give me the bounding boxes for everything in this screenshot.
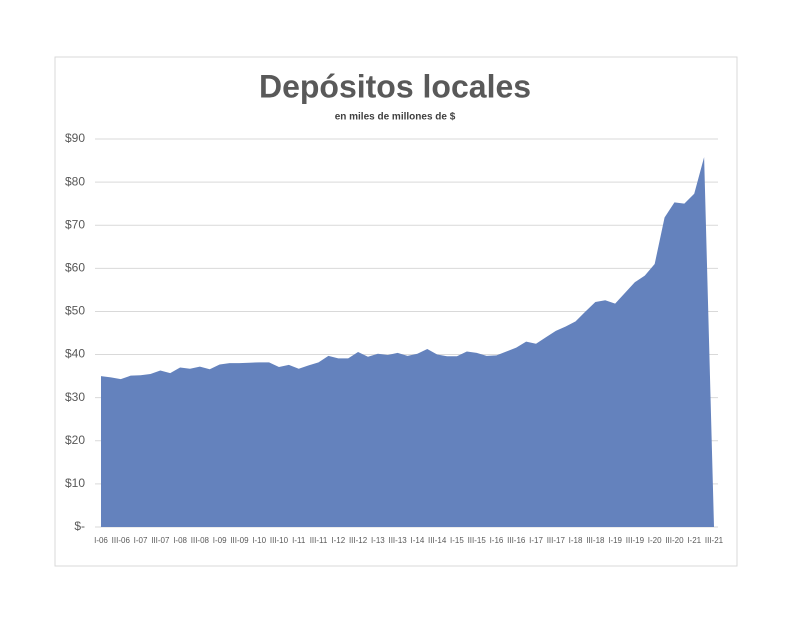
x-tick-label: III-20 [665, 536, 684, 545]
x-tick-label: III-07 [151, 536, 170, 545]
y-tick-label: $30 [65, 390, 85, 404]
x-tick-label: I-09 [213, 536, 227, 545]
x-tick-label: III-15 [468, 536, 487, 545]
x-tick-label: III-13 [388, 536, 407, 545]
y-tick-label: $20 [65, 433, 85, 447]
x-tick-label: III-19 [626, 536, 645, 545]
x-tick-label: III-18 [586, 536, 605, 545]
x-tick-label: I-11 [292, 536, 306, 545]
x-tick-label: I-14 [410, 536, 424, 545]
x-tick-label: III-09 [230, 536, 249, 545]
x-tick-label: I-19 [608, 536, 622, 545]
chart-border [54, 56, 738, 567]
x-tick-label: III-08 [191, 536, 210, 545]
x-tick-label: III-10 [270, 536, 289, 545]
y-tick-label: $80 [65, 174, 85, 188]
y-tick-label: $10 [65, 476, 85, 490]
x-tick-label: I-20 [648, 536, 662, 545]
chart-title: Depósitos locales [259, 68, 531, 104]
y-tick-label: $- [74, 519, 85, 533]
x-tick-label: III-12 [349, 536, 368, 545]
y-tick-label: $90 [65, 131, 85, 145]
x-tick-label: III-11 [310, 536, 328, 545]
y-tick-label: $50 [65, 304, 85, 318]
x-tick-label: III-17 [547, 536, 566, 545]
x-tick-label: I-16 [490, 536, 504, 545]
x-tick-label: I-07 [134, 536, 148, 545]
area [101, 157, 714, 527]
x-tick-label: I-06 [94, 536, 108, 545]
x-tick-label: I-17 [529, 536, 543, 545]
x-tick-label: I-13 [371, 536, 385, 545]
x-tick-label: III-21 [705, 536, 724, 545]
chart-subtitle: en miles de millones de $ [335, 112, 456, 123]
x-tick-label: III-16 [507, 536, 526, 545]
x-tick-label: I-15 [450, 536, 464, 545]
x-tick-label: III-06 [112, 536, 131, 545]
y-tick-label: $40 [65, 347, 85, 361]
x-tick-label: I-08 [173, 536, 187, 545]
x-tick-label: III-14 [428, 536, 447, 545]
x-tick-label: I-10 [252, 536, 266, 545]
x-tick-label: I-18 [569, 536, 583, 545]
x-tick-label: I-12 [331, 536, 345, 545]
y-tick-label: $70 [65, 217, 85, 231]
y-tick-label: $60 [65, 261, 85, 275]
x-tick-label: I-21 [687, 536, 701, 545]
